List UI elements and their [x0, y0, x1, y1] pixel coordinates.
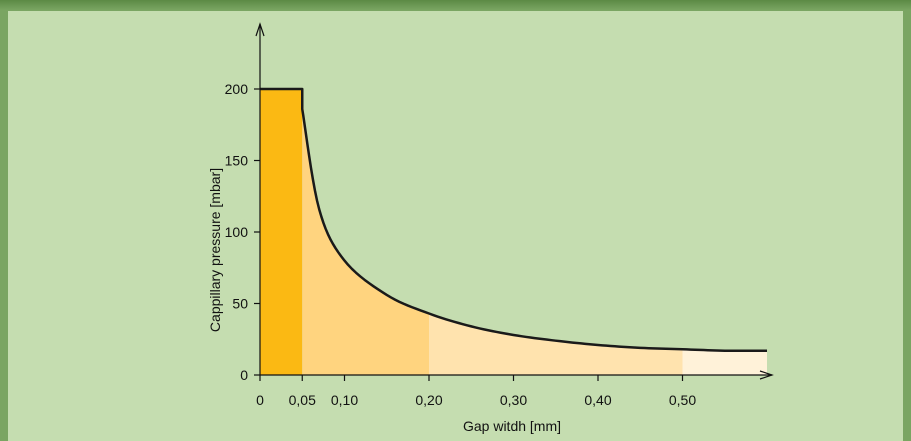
x-axis-arrow: [759, 370, 774, 380]
x-tick-label: 0,50: [669, 392, 696, 408]
x-tick-label: 0,10: [331, 392, 358, 408]
band-3: [429, 313, 683, 375]
y-tick-label: 50: [232, 296, 248, 312]
axes: [255, 22, 774, 380]
pressure-curve-group: [260, 87, 768, 353]
x-ticks: 0 0,05 0,10 0,20 0,30 0,40 0,50: [256, 375, 696, 408]
shaded-bands: [260, 89, 767, 375]
x-axis-label: Gap witdh [mm]: [463, 418, 561, 434]
y-tick-label: 100: [225, 224, 249, 240]
y-tick-label: 200: [225, 81, 249, 97]
y-axis-label: Cappillary pressure [mbar]: [207, 168, 223, 332]
x-tick-label: 0: [256, 392, 264, 408]
x-tick-label: 0,05: [289, 392, 316, 408]
pressure-curve: [260, 87, 768, 353]
x-tick-label: 0,40: [584, 392, 611, 408]
x-tick-label: 0,20: [415, 392, 442, 408]
band-1: [260, 89, 303, 375]
band-4: [682, 349, 767, 375]
y-tick-label: 150: [225, 153, 249, 169]
y-axis-arrow: [255, 22, 265, 37]
y-tick-label: 0: [240, 367, 248, 383]
y-ticks: 0 50 100 150 200: [225, 81, 260, 383]
band-2: [302, 89, 429, 375]
x-tick-label: 0,30: [500, 392, 527, 408]
